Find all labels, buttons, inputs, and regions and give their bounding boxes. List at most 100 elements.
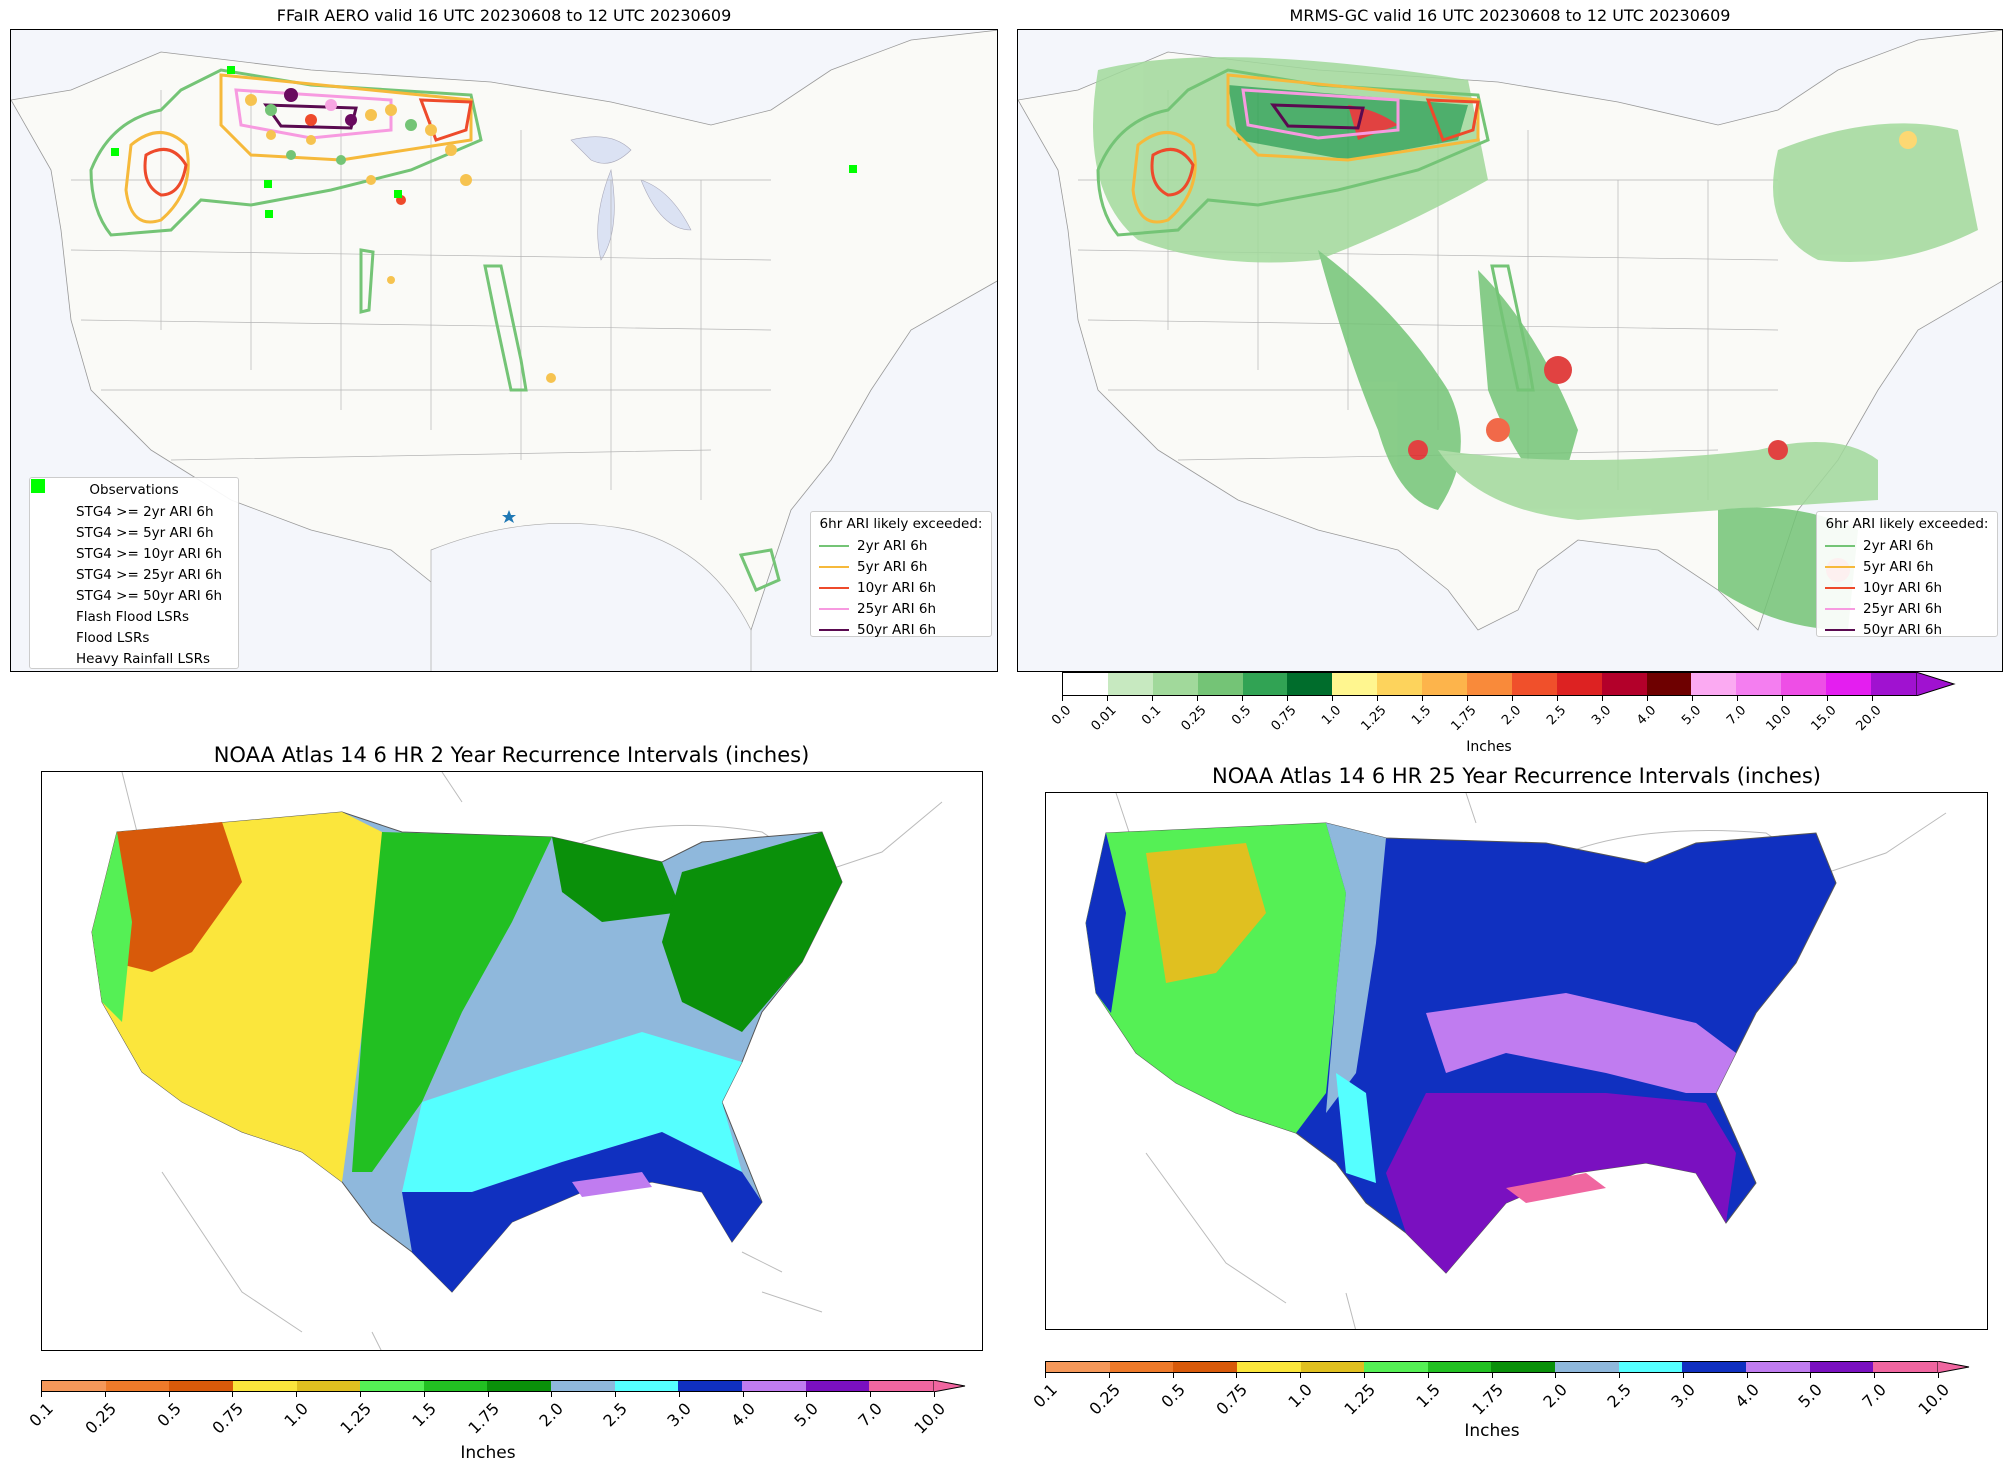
colorbar-tick	[1746, 1373, 1748, 1378]
colorbar-swatch	[1063, 673, 1108, 695]
colorbar-tick	[1242, 696, 1243, 701]
colorbar-tick	[1872, 696, 1873, 701]
colorbar-tick	[487, 1392, 489, 1397]
colorbar-tick-label: 20.0	[1853, 703, 1885, 735]
colorbar-tick-label: 1.0	[280, 1399, 313, 1431]
colorbar-swatch	[614, 1381, 679, 1391]
colorbar-tick	[1300, 1373, 1302, 1378]
colorbar-atlas14-2yr-label: Inches	[460, 1443, 516, 1463]
colorbar-tick-label: 7.0	[854, 1399, 887, 1431]
map-mrms-gc: 6hr ARI likely exceeded: 2yr ARI 6h 5yr …	[1017, 29, 2003, 672]
colorbar-swatch	[1173, 1362, 1237, 1372]
colorbar-swatch	[1332, 673, 1378, 695]
ari-item-50yr: 50yr ARI 6h	[1817, 619, 1997, 640]
legend-item-stg4-25yr: STG4 >= 25yr ARI 6h	[30, 479, 238, 585]
colorbar-tick	[1152, 696, 1153, 701]
colorbar-swatch	[1682, 1362, 1747, 1372]
colorbar-tick-label: 0.5	[1229, 703, 1255, 729]
colorbar-tick-label: 0.25	[81, 1399, 120, 1438]
colorbar-swatch	[1809, 1362, 1874, 1372]
colorbar-swatch	[1197, 673, 1243, 695]
colorbar-tick-label: 1.75	[1448, 703, 1480, 735]
colorbar-tick-label: 0.01	[1088, 703, 1120, 735]
panel-title-atlas14-25yr: NOAA Atlas 14 6 HR 25 Year Recurrence In…	[1212, 764, 1821, 788]
ari-item-10yr: 10yr ARI 6h	[1817, 577, 1997, 598]
ari-item-2yr: 2yr ARI 6h	[811, 535, 991, 556]
map-ffair-aero: Observations STG4 >= 2yr ARI 6h STG4 >= …	[10, 29, 998, 672]
colorbar-tick-label: 3.0	[663, 1399, 695, 1431]
colorbar-tick-label: 0.5	[1157, 1380, 1189, 1412]
panel-title-mrms: MRMS-GC valid 16 UTC 20230608 to 12 UTC …	[1289, 6, 1731, 25]
colorbar-swatch	[1377, 673, 1423, 695]
colorbar-tick-label: 4.0	[1634, 703, 1660, 729]
colorbar-swatch	[105, 1381, 170, 1391]
colorbar-tick-label: 1.0	[1284, 1380, 1317, 1412]
ari-2yr-contour-2	[483, 264, 528, 392]
legend-item-stg4-5yr: STG4 >= 5yr ARI 6h	[30, 479, 238, 543]
atlas14-25yr-svg	[1046, 793, 1987, 1329]
colorbar-tick-label: 2.0	[535, 1399, 568, 1431]
ari-2yr-contour-3	[359, 248, 375, 314]
colorbar-tick	[232, 1392, 234, 1397]
ari-5yr-contour	[124, 131, 190, 224]
colorbar-tick	[1682, 1373, 1684, 1378]
colorbar-tick	[1107, 696, 1108, 701]
colorbar-tick	[1062, 696, 1063, 701]
colorbar-tick-label: 0.75	[1268, 703, 1300, 735]
colorbar-atlas14-25yr	[1045, 1361, 1938, 1373]
colorbar-swatch	[1236, 1362, 1301, 1372]
colorbar-swatch	[1556, 673, 1602, 695]
colorbar-swatch	[869, 1381, 933, 1391]
colorbar-swatch	[1364, 1362, 1428, 1372]
colorbar-tick	[41, 1392, 42, 1397]
colorbar-tick-label: 10.0	[910, 1399, 950, 1438]
legend-item-stg4-2yr: STG4 >= 2yr ARI 6h	[30, 479, 238, 522]
colorbar-swatch	[1691, 673, 1737, 695]
colorbar-tick	[1422, 696, 1423, 701]
colorbar-swatch	[678, 1381, 743, 1391]
colorbar-swatch	[1109, 1362, 1174, 1372]
colorbar-tick-label: 2.0	[1499, 703, 1525, 729]
colorbar-tick	[1332, 696, 1333, 701]
colorbar-swatch	[1646, 673, 1692, 695]
colorbar-mrms-label: Inches	[1466, 739, 1512, 755]
colorbar-tick	[1874, 1373, 1876, 1378]
colorbar-tick	[742, 1392, 744, 1397]
colorbar-tick	[1427, 1373, 1429, 1378]
colorbar-tick	[1557, 696, 1558, 701]
colorbar-tick	[1197, 696, 1198, 701]
colorbar-swatch	[1873, 1362, 1937, 1372]
ari-item-50yr: 50yr ARI 6h	[811, 619, 991, 640]
ari-legend-title: 6hr ARI likely exceeded:	[819, 516, 983, 532]
colorbar-tick-label: 0.1	[1139, 703, 1165, 729]
colorbar-swatch	[1746, 1362, 1810, 1372]
colorbar-tick-label: 15.0	[1808, 703, 1840, 735]
colorbar-tick-label: 7.0	[1724, 703, 1750, 729]
colorbar-tick	[1827, 696, 1828, 701]
ari-legend-mrms: 6hr ARI likely exceeded: 2yr ARI 6h 5yr …	[1816, 511, 1998, 640]
colorbar-tick	[1619, 1373, 1621, 1378]
colorbar-tick-label: 5.0	[790, 1399, 823, 1431]
colorbar-tick	[1647, 696, 1648, 701]
colorbar-tick	[423, 1392, 425, 1397]
colorbar-tick-label: 1.25	[336, 1399, 375, 1438]
colorbar-swatch	[1242, 673, 1288, 695]
legend-item-stg4-10yr: STG4 >= 10yr ARI 6h	[30, 479, 238, 564]
colorbar-swatch	[1555, 1362, 1619, 1372]
colorbar-tick	[870, 1392, 872, 1397]
legend-item-flash-flood: Flash Flood LSRs	[30, 479, 238, 627]
legend-item-heavy-rainfall: Heavy Rainfall LSRs	[30, 479, 238, 669]
colorbar-swatch	[423, 1381, 488, 1391]
ari-2yr-contour	[89, 68, 483, 237]
colorbar-swatch	[1601, 673, 1647, 695]
colorbar-mrms	[1062, 672, 1917, 696]
colorbar-tick-label: 5.0	[1679, 703, 1705, 729]
colorbar-swatch	[360, 1381, 424, 1391]
colorbar-tick-label: 2.5	[1544, 703, 1570, 729]
colorbar-atlas14-2yr-arrow	[933, 1380, 966, 1392]
colorbar-tick	[1737, 696, 1738, 701]
colorbar-tick-label: 0.25	[1178, 703, 1210, 735]
precip-swaths	[1093, 57, 1978, 630]
ari-2yr-contour-4	[738, 548, 781, 592]
panel-title-ffair: FFaIR AERO valid 16 UTC 20230608 to 12 U…	[276, 6, 732, 25]
